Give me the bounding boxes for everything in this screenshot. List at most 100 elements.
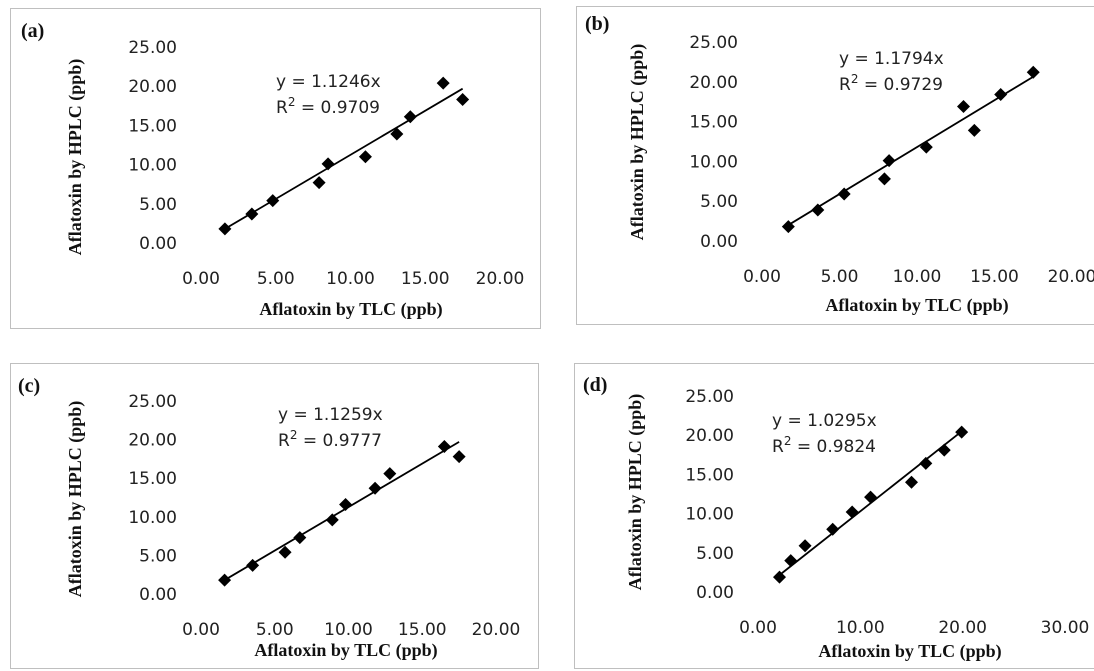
data-point bbox=[937, 443, 951, 457]
y-tick-label: 15.00 bbox=[128, 469, 177, 489]
panel-label: (c) bbox=[18, 375, 40, 397]
y-tick-label: 25.00 bbox=[128, 38, 177, 58]
r-squared-label: R2 = 0.9729 bbox=[839, 72, 943, 95]
trendline-equation: y = 1.1246x bbox=[276, 72, 381, 92]
data-point bbox=[772, 570, 786, 584]
data-point bbox=[845, 505, 859, 519]
data-point bbox=[811, 203, 825, 217]
x-tick-label: 20.00 bbox=[476, 269, 525, 289]
x-tick-label: 30.00 bbox=[1041, 618, 1090, 638]
data-point bbox=[218, 222, 232, 236]
y-tick-label: 10.00 bbox=[128, 508, 177, 528]
trendline bbox=[222, 87, 464, 231]
data-point bbox=[837, 187, 851, 201]
data-point bbox=[368, 481, 382, 495]
trendline-equation: y = 1.1259x bbox=[278, 405, 383, 425]
data-point bbox=[245, 207, 259, 221]
x-tick-label: 0.00 bbox=[739, 618, 777, 638]
x-tick-label: 0.00 bbox=[182, 620, 220, 640]
x-tick-label: 5.00 bbox=[256, 620, 294, 640]
y-tick-label: 5.00 bbox=[139, 546, 177, 566]
data-point bbox=[293, 531, 307, 545]
y-axis-title: Aflatoxin by HPLC (ppb) bbox=[65, 401, 86, 598]
y-axis-title: Aflatoxin by HPLC (ppb) bbox=[65, 59, 86, 256]
panel-label: (a) bbox=[21, 20, 44, 42]
data-point bbox=[994, 88, 1008, 102]
y-tick-label: 0.00 bbox=[696, 583, 734, 603]
chart-panel-a: (a) 0.00 5.00 10.00 15.00 20.00 25.00 0.00 5.00 1… bbox=[10, 8, 541, 329]
data-point bbox=[437, 440, 451, 454]
data-point bbox=[877, 172, 891, 186]
y-tick-label: 10.00 bbox=[128, 156, 177, 176]
y-tick-label: 15.00 bbox=[128, 116, 177, 136]
data-point bbox=[955, 425, 969, 439]
data-point bbox=[452, 450, 466, 464]
r-squared-label: R2 = 0.9709 bbox=[276, 95, 380, 118]
data-point bbox=[358, 150, 372, 164]
y-tick-label: 10.00 bbox=[685, 505, 734, 525]
y-axis-title: Aflatoxin by HPLC (ppb) bbox=[627, 44, 648, 241]
data-point bbox=[325, 513, 339, 527]
y-tick-label: 5.00 bbox=[700, 192, 738, 212]
x-tick-label: 10.00 bbox=[836, 618, 885, 638]
x-tick-label: 15.00 bbox=[970, 267, 1019, 287]
data-point bbox=[798, 539, 812, 553]
trendline bbox=[222, 441, 460, 582]
data-point bbox=[864, 490, 878, 504]
x-tick-label: 15.00 bbox=[398, 620, 447, 640]
trendline-equation: y = 1.0295x bbox=[772, 411, 877, 431]
data-point bbox=[957, 99, 970, 113]
panel-label: (d) bbox=[583, 374, 607, 396]
data-point bbox=[339, 497, 353, 511]
scatter-chart-3: (d) 0.00 5.00 10.00 15.00 20.00 25.00 0.00 10.00… bbox=[583, 374, 1090, 662]
x-tick-label: 15.00 bbox=[401, 269, 450, 289]
y-tick-label: 10.00 bbox=[689, 152, 738, 172]
data-point bbox=[456, 93, 470, 107]
chart-panel-b: (b) 0.00 5.00 10.00 15.00 20.00 25.00 0.00 5.00 1… bbox=[576, 6, 1094, 325]
y-axis-title: Aflatoxin by HPLC (ppb) bbox=[625, 394, 646, 591]
data-point bbox=[278, 545, 292, 559]
y-tick-label: 5.00 bbox=[139, 195, 177, 215]
data-point bbox=[882, 154, 896, 168]
x-axis-title: Aflatoxin by TLC (ppb) bbox=[818, 641, 1001, 662]
data-point bbox=[218, 573, 232, 587]
panel-label: (b) bbox=[585, 13, 609, 35]
data-point bbox=[321, 157, 335, 171]
x-tick-label: 10.00 bbox=[324, 620, 373, 640]
x-axis-title: Aflatoxin by TLC (ppb) bbox=[259, 299, 442, 320]
y-tick-label: 0.00 bbox=[700, 232, 738, 252]
x-tick-label: 10.00 bbox=[893, 267, 942, 287]
trendline-equation: y = 1.1794x bbox=[839, 49, 944, 69]
data-point bbox=[781, 220, 795, 234]
data-point bbox=[905, 475, 918, 489]
data-point bbox=[246, 558, 260, 572]
data-point bbox=[312, 176, 326, 190]
x-axis-title: Aflatoxin by TLC (ppb) bbox=[825, 295, 1008, 316]
data-point bbox=[919, 456, 933, 470]
y-tick-label: 5.00 bbox=[696, 544, 734, 564]
x-tick-label: 0.00 bbox=[182, 269, 220, 289]
data-point bbox=[383, 467, 397, 481]
scatter-chart-2: (c) 0.00 5.00 10.00 15.00 20.00 25.00 0.00 5.00 1… bbox=[18, 375, 521, 661]
data-point bbox=[784, 554, 798, 568]
x-tick-label: 10.00 bbox=[326, 269, 375, 289]
scatter-chart-1: (b) 0.00 5.00 10.00 15.00 20.00 25.00 0.00 5.00 1… bbox=[585, 13, 1094, 316]
data-point bbox=[826, 522, 840, 536]
y-tick-label: 15.00 bbox=[685, 465, 734, 485]
data-point bbox=[390, 127, 404, 141]
y-tick-label: 0.00 bbox=[139, 234, 177, 254]
y-tick-label: 20.00 bbox=[128, 77, 177, 97]
x-tick-label: 0.00 bbox=[743, 267, 781, 287]
data-point bbox=[403, 110, 417, 124]
x-tick-label: 5.00 bbox=[257, 269, 295, 289]
x-tick-label: 20.00 bbox=[472, 620, 521, 640]
y-tick-label: 25.00 bbox=[128, 392, 177, 412]
y-tick-label: 25.00 bbox=[685, 387, 734, 407]
trendline bbox=[784, 75, 1034, 228]
x-axis-title: Aflatoxin by TLC (ppb) bbox=[254, 640, 437, 661]
y-tick-label: 15.00 bbox=[689, 113, 738, 133]
y-tick-label: 20.00 bbox=[689, 73, 738, 93]
chart-panel-d: (d) 0.00 5.00 10.00 15.00 20.00 25.00 0.00 10.00… bbox=[574, 363, 1094, 669]
data-point bbox=[967, 123, 981, 137]
x-tick-label: 20.00 bbox=[1048, 267, 1094, 287]
